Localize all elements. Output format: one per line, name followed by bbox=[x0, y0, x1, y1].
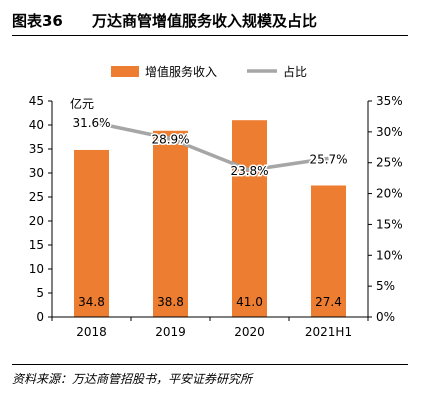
right-tick-label: 25% bbox=[376, 156, 403, 170]
left-tick-label: 40 bbox=[29, 118, 44, 132]
left-tick-label: 20 bbox=[29, 214, 44, 228]
figure-header: 图表36 万达商管增值服务收入规模及占比 bbox=[12, 8, 412, 34]
bar-value-label: 34.8 bbox=[78, 295, 105, 309]
bar bbox=[311, 185, 346, 317]
right-tick-label: 30% bbox=[376, 125, 403, 139]
axes: 0 5 10 15 20 25 30 35 40 45 0% 5% 10% 15% 20% 25% 30% 35%… bbox=[29, 94, 403, 339]
share-line bbox=[91, 120, 329, 172]
left-axis-unit-label: 亿元 bbox=[70, 96, 94, 111]
bar-value-label: 38.8 bbox=[157, 295, 184, 309]
left-tick-label: 10 bbox=[29, 262, 44, 276]
x-tick-label: 2021H1 bbox=[305, 325, 352, 339]
bar bbox=[153, 130, 188, 317]
legend-swatch-bar bbox=[111, 66, 139, 77]
line-value-label: 31.6% bbox=[72, 116, 110, 130]
bar-value-label: 27.4 bbox=[315, 295, 342, 309]
bar-series: 34.8 38.8 41.0 27.4 bbox=[74, 120, 346, 317]
figure-number: 图表36 bbox=[12, 12, 63, 30]
line-value-label: 23.8% bbox=[230, 164, 268, 178]
x-tick-label: 2020 bbox=[234, 325, 265, 339]
legend-label-line: 占比 bbox=[283, 64, 307, 79]
source-note: 资料来源：万达商管招股书，平安证券研究所 bbox=[12, 372, 253, 386]
left-tick-label: 15 bbox=[29, 238, 44, 252]
footer-rule bbox=[12, 364, 408, 365]
x-tick-label: 2018 bbox=[76, 325, 107, 339]
left-tick-label: 30 bbox=[29, 166, 44, 180]
left-tick-label: 0 bbox=[36, 310, 44, 324]
left-tick-label: 25 bbox=[29, 190, 44, 204]
right-tick-label: 5% bbox=[376, 279, 395, 293]
right-tick-label: 15% bbox=[376, 217, 403, 231]
x-tick-label: 2019 bbox=[155, 325, 186, 339]
line-series: 31.6% 28.9% 23.8% 25.7% bbox=[71, 114, 349, 179]
legend-label-bar: 增值服务收入 bbox=[145, 64, 217, 79]
chart-legend: 增值服务收入 占比 bbox=[111, 64, 307, 79]
line-value-label: 25.7% bbox=[309, 152, 347, 166]
left-tick-label: 35 bbox=[29, 142, 44, 156]
right-tick-label: 10% bbox=[376, 248, 403, 262]
right-tick-label: 0% bbox=[376, 310, 395, 324]
bar-value-label: 41.0 bbox=[236, 295, 263, 309]
bar bbox=[74, 149, 109, 317]
chart: 增值服务收入 占比 34.8 38.8 41.0 27.4 31.6% 28.9% 23.8… bbox=[29, 64, 403, 339]
bar bbox=[232, 120, 267, 317]
left-tick-label: 45 bbox=[29, 94, 44, 108]
left-tick-label: 5 bbox=[36, 286, 44, 300]
line-value-label: 28.9% bbox=[151, 133, 189, 147]
right-tick-label: 35% bbox=[376, 94, 403, 108]
header-rule bbox=[12, 35, 408, 36]
figure-title: 万达商管增值服务收入规模及占比 bbox=[92, 12, 318, 30]
right-tick-label: 20% bbox=[376, 187, 403, 201]
